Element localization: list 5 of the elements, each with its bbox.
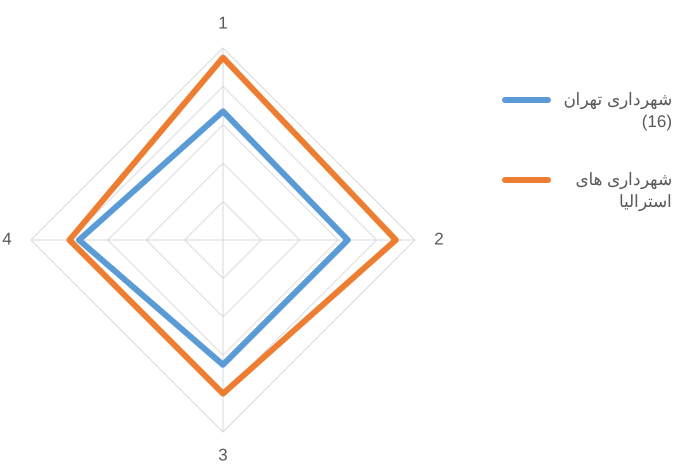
- spoke-label: 3: [218, 445, 228, 464]
- spoke-label: 4: [2, 229, 12, 248]
- legend-label: شهرداری های استرالیا: [575, 170, 672, 212]
- spoke-label: 2: [434, 229, 444, 248]
- spoke-label: 1: [218, 13, 228, 32]
